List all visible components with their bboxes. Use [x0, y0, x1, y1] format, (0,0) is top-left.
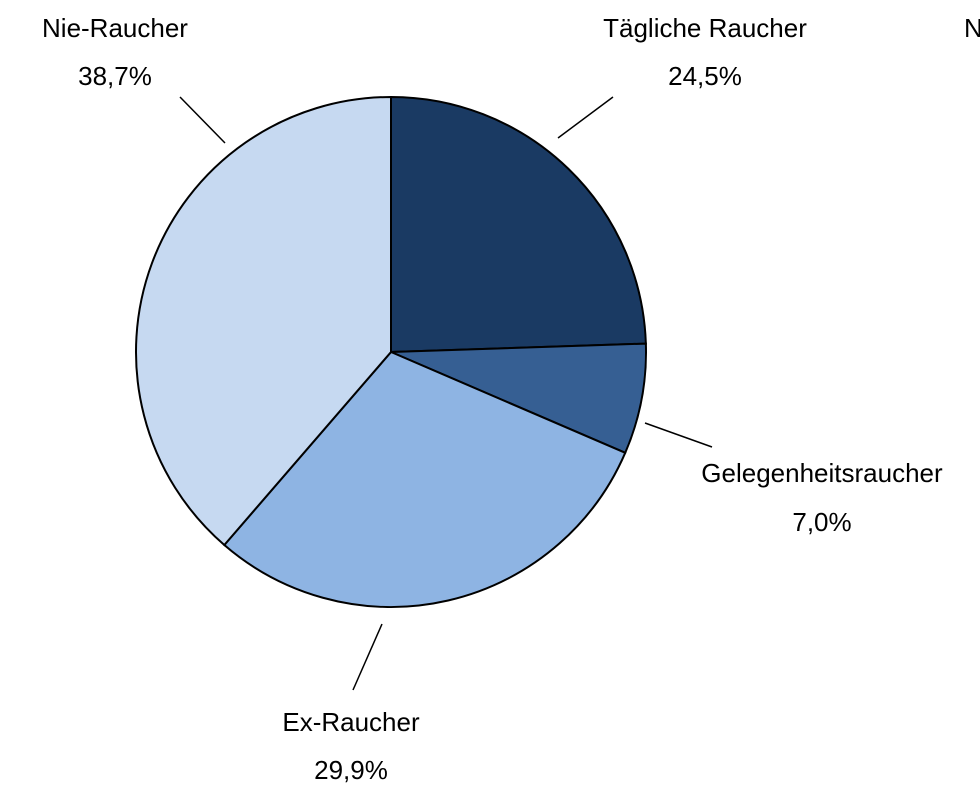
leader-line [179, 96, 226, 144]
annotation: N [964, 13, 980, 43]
pie-slice [135, 95, 392, 547]
pie-slice [390, 342, 647, 455]
leader-line [557, 96, 614, 139]
value-label: 7,0% [792, 507, 851, 537]
slice-label: Nie-Raucher [42, 13, 188, 43]
slice-label: Tägliche Raucher [603, 13, 807, 43]
leader-line [352, 623, 383, 691]
pie-slice [222, 350, 627, 608]
slice-label: Gelegenheitsraucher [701, 458, 943, 488]
value-label: 29,9% [314, 755, 388, 785]
slice-label: Ex-Raucher [282, 707, 420, 737]
value-label: 38,7% [78, 61, 152, 91]
leader-line [644, 422, 713, 448]
value-label: 24,5% [668, 61, 742, 91]
pie-slice [390, 95, 647, 354]
